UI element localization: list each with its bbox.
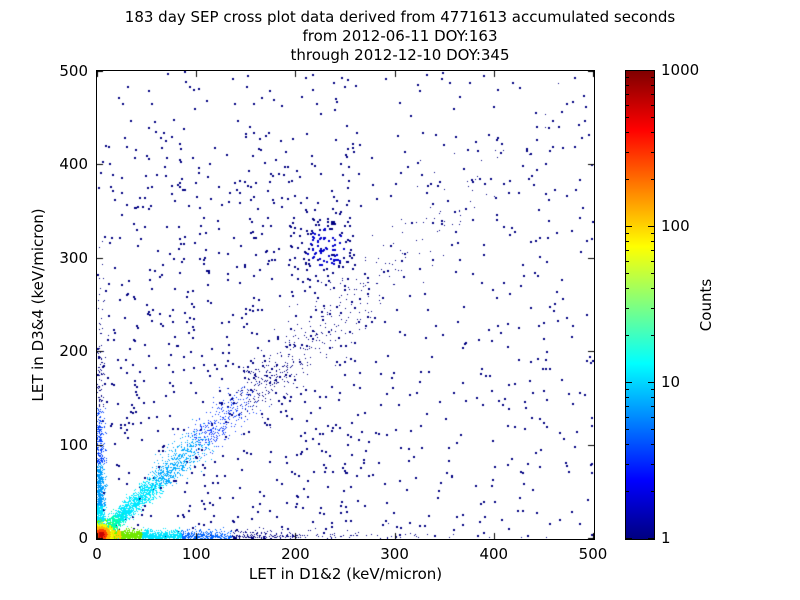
colorbar-tick — [626, 152, 629, 153]
colorbar-tick — [626, 491, 629, 492]
y-tick-label: 300 — [59, 248, 88, 267]
x-tick-label: 400 — [479, 545, 509, 563]
colorbar-tick — [651, 406, 654, 407]
colorbar-tick-label: 1 — [661, 529, 671, 547]
colorbar-tick-label: 1000 — [661, 61, 700, 79]
colorbar-tick — [651, 261, 654, 262]
y-axis-label: LET in D3&4 (keV/micron) — [29, 208, 47, 402]
colorbar-tick — [651, 179, 654, 180]
colorbar-tick — [626, 538, 632, 539]
colorbar-tick — [626, 179, 629, 180]
colorbar-tick — [626, 70, 632, 71]
x-tick-label: 500 — [578, 545, 608, 563]
colorbar-tick — [651, 105, 654, 106]
colorbar-tick — [626, 85, 629, 86]
colorbar-tick — [651, 308, 654, 309]
colorbar-tick — [651, 429, 654, 430]
colorbar-tick — [626, 429, 629, 430]
x-tick-label: 300 — [380, 545, 409, 563]
colorbar-tick — [648, 538, 654, 539]
colorbar-tick — [626, 261, 629, 262]
y-tick-label: 0 — [78, 529, 88, 547]
chart-title-line-1: 183 day SEP cross plot data derived from… — [124, 8, 676, 26]
colorbar-tick — [648, 70, 654, 71]
x-axis-label: LET in D1&2 (keV/micron) — [248, 565, 443, 583]
colorbar-tick-label: 10 — [661, 373, 681, 391]
colorbar-tick — [626, 77, 629, 78]
colorbar-tick — [626, 406, 629, 407]
colorbar-tick — [626, 241, 629, 242]
y-tick-label: 200 — [59, 342, 88, 361]
colorbar-tick — [648, 382, 654, 383]
colorbar-tick — [651, 288, 654, 289]
colorbar-tick — [651, 94, 654, 95]
colorbar-tick — [651, 77, 654, 78]
chart-title-line-3: through 2012-12-10 DOY:345 — [290, 46, 510, 64]
colorbar-label: Counts — [697, 278, 715, 332]
colorbar-tick — [651, 335, 654, 336]
colorbar-tick — [626, 464, 629, 465]
chart-title-line-2: from 2012-06-11 DOY:163 — [302, 27, 498, 45]
colorbar-tick — [626, 132, 629, 133]
colorbar-tick — [626, 117, 629, 118]
colorbar-tick — [651, 85, 654, 86]
colorbar-tick-label: 100 — [661, 217, 690, 235]
colorbar — [625, 70, 655, 540]
colorbar-tick — [626, 444, 629, 445]
colorbar-tick — [651, 132, 654, 133]
colorbar-tick — [626, 273, 629, 274]
colorbar-tick — [651, 117, 654, 118]
y-tick-label: 500 — [59, 62, 88, 80]
colorbar-tick — [626, 105, 629, 106]
colorbar-tick — [626, 335, 629, 336]
scatter-plot-area — [97, 71, 594, 539]
colorbar-tick — [651, 233, 654, 234]
colorbar-tick — [651, 250, 654, 251]
y-tick-label: 400 — [59, 155, 88, 174]
y-tick-label: 100 — [59, 435, 88, 454]
colorbar-tick — [651, 417, 654, 418]
colorbar-tick — [651, 491, 654, 492]
colorbar-tick — [626, 389, 629, 390]
colorbar-tick — [626, 233, 629, 234]
colorbar-tick — [626, 226, 632, 227]
colorbar-tick — [626, 397, 629, 398]
colorbar-tick — [651, 389, 654, 390]
x-tick-label: 0 — [92, 545, 102, 563]
colorbar-tick — [651, 464, 654, 465]
colorbar-tick — [626, 417, 629, 418]
colorbar-tick — [651, 397, 654, 398]
colorbar-tick — [648, 226, 654, 227]
x-tick-label: 200 — [281, 545, 310, 563]
colorbar-tick — [651, 241, 654, 242]
colorbar-tick — [626, 288, 629, 289]
colorbar-tick — [651, 152, 654, 153]
colorbar-tick — [651, 273, 654, 274]
x-tick-label: 100 — [181, 545, 211, 563]
colorbar-tick — [626, 250, 629, 251]
colorbar-tick — [626, 308, 629, 309]
colorbar-tick — [626, 94, 629, 95]
colorbar-tick — [651, 444, 654, 445]
colorbar-tick — [626, 382, 632, 383]
